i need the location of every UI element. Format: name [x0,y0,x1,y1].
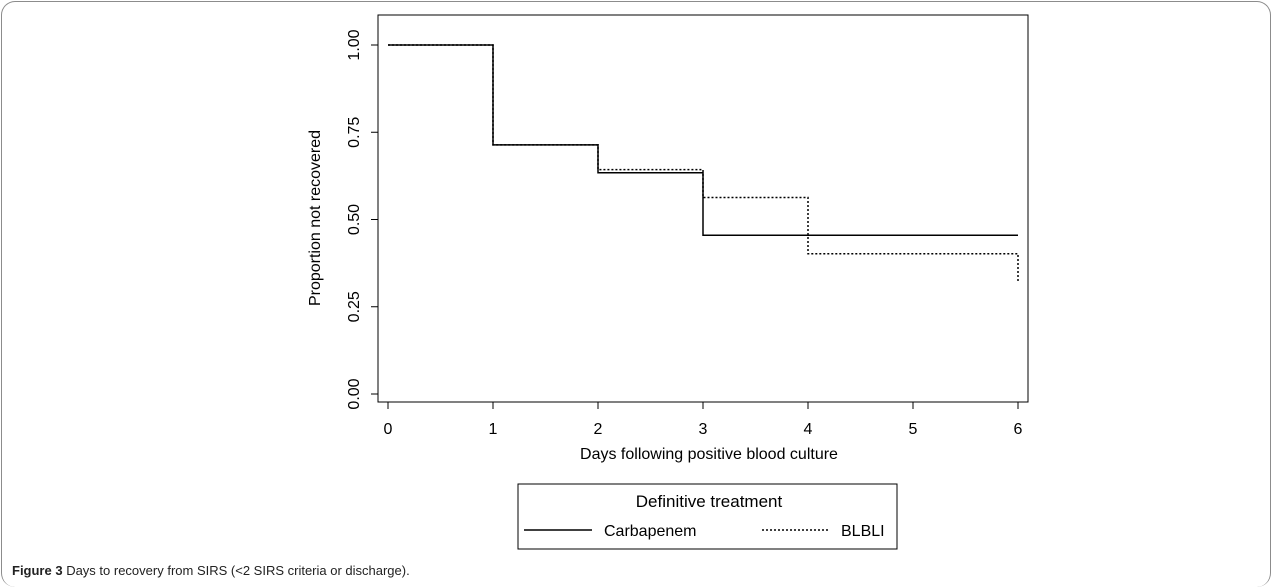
y-tick-label: 0.50 [346,204,363,235]
legend-box [517,483,898,550]
caption-label: Figure 3 [12,563,63,578]
legend-label-blbli: BLBLI [841,523,885,540]
x-tick-label: 5 [909,421,918,438]
legend-label-carbapenem: Carbapenem [604,523,697,540]
y-axis-label: Proportion not recovered [307,130,324,306]
axes: 0.00 0.25 0.50 0.75 1.00 0 1 2 3 4 5 6 [346,14,1029,438]
y-tick-label: 0.00 [346,378,363,409]
legend-title: Definitive treatment [636,492,783,511]
y-tick-label: 0.75 [346,117,363,148]
caption-text: Days to recovery from SIRS (<2 SIRS crit… [62,563,410,578]
x-axis-label: Days following positive blood culture [580,446,838,463]
x-tick-label: 0 [384,421,393,438]
series-group [388,44,1019,282]
series-line-blbli [388,44,1019,282]
figure-caption: Figure 3 Days to recovery from SIRS (<2 … [12,563,410,578]
y-tick-label: 1.00 [346,29,363,60]
km-chart: 0.00 0.25 0.50 0.75 1.00 0 1 2 3 4 5 6 Days followi… [307,14,1029,550]
y-tick-label: 0.25 [346,291,363,322]
x-tick-label: 1 [489,421,498,438]
legend: Definitive treatment Carbapenem BLBLI [517,483,898,550]
series-line-carbapenem [388,44,1018,236]
x-tick-label: 3 [699,421,708,438]
x-tick-label: 6 [1014,421,1023,438]
x-tick-label: 4 [804,421,813,438]
x-tick-label: 2 [594,421,603,438]
